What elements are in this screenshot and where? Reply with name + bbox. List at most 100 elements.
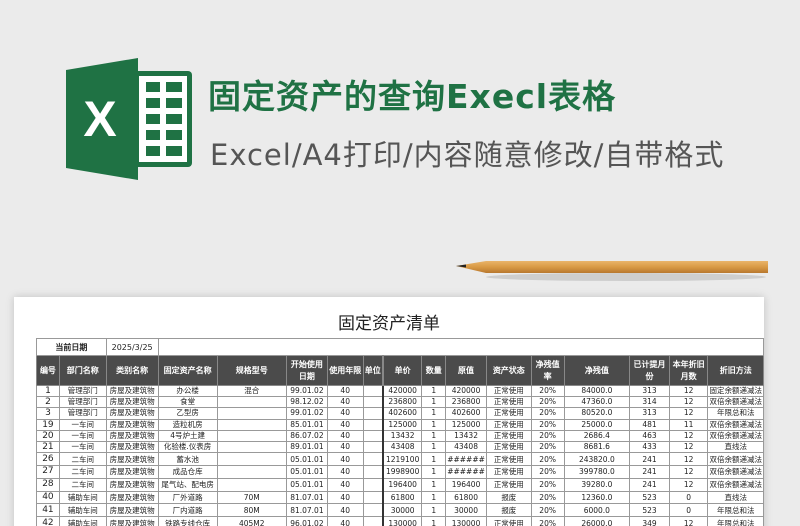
table-cell[interactable]: 3 — [36, 407, 60, 420]
table-cell[interactable]: 房屋及建筑物 — [105, 477, 159, 492]
table-cell[interactable] — [362, 464, 384, 479]
table-cell[interactable]: 523 — [629, 490, 670, 505]
table-cell[interactable]: 报废 — [485, 503, 532, 518]
table-cell[interactable]: 12 — [668, 396, 709, 409]
table-cell[interactable]: 125000 — [445, 418, 487, 431]
table-cell[interactable]: 正常使用 — [485, 384, 532, 398]
table-cell[interactable]: 1 — [421, 490, 447, 505]
table-cell[interactable] — [216, 452, 287, 466]
table-cell[interactable]: 1219100 — [381, 452, 423, 466]
table-cell[interactable] — [362, 452, 384, 466]
table-cell[interactable]: 双倍余额递减法 — [707, 429, 764, 442]
table-cell[interactable]: 313 — [629, 407, 670, 420]
table-cell[interactable]: 47360.0 — [563, 396, 631, 409]
table-cell[interactable]: 2686.4 — [563, 429, 631, 442]
table-cell[interactable]: 成品仓库 — [157, 464, 218, 479]
table-cell[interactable]: 食堂 — [157, 396, 218, 409]
table-cell[interactable]: 双倍余额递减法 — [707, 464, 764, 479]
table-cell[interactable]: 1 — [421, 452, 447, 466]
table-cell[interactable]: 直线法 — [707, 490, 764, 505]
table-cell[interactable]: 21 — [36, 440, 60, 454]
table-cell[interactable]: 20% — [530, 407, 565, 420]
table-cell[interactable]: 8681.6 — [563, 440, 631, 454]
table-cell[interactable]: 86.07.02 — [285, 429, 328, 442]
table-cell[interactable]: 房屋及建筑物 — [105, 503, 159, 518]
table-cell[interactable]: 84000.0 — [563, 384, 631, 398]
table-cell[interactable]: 81.07.01 — [285, 490, 328, 505]
table-cell[interactable]: 6000.0 — [563, 503, 631, 518]
table-cell[interactable]: 20% — [530, 418, 565, 431]
table-cell[interactable]: 化验楼.仪表房 — [157, 440, 218, 454]
table-cell[interactable]: 61800 — [381, 490, 423, 505]
table-cell[interactable]: 4号炉土建 — [157, 429, 218, 442]
table-cell[interactable]: 双倍余额递减法 — [707, 477, 764, 492]
table-cell[interactable]: 13432 — [445, 429, 487, 442]
table-cell[interactable]: 43408 — [381, 440, 423, 454]
table-cell[interactable]: 19 — [36, 418, 60, 431]
table-cell[interactable]: 40 — [326, 429, 364, 442]
table-cell[interactable]: 固定余额递减法 — [707, 384, 764, 398]
table-cell[interactable]: 12 — [668, 440, 709, 454]
table-cell[interactable] — [216, 429, 287, 442]
table-cell[interactable]: 433 — [629, 440, 670, 454]
table-cell[interactable]: 年限总和法 — [707, 407, 764, 420]
table-cell[interactable]: 40 — [326, 477, 364, 492]
table-cell[interactable]: 196400 — [445, 477, 487, 492]
table-cell[interactable]: 13432 — [381, 429, 423, 442]
table-cell[interactable] — [216, 440, 287, 454]
table-cell[interactable]: 399780.0 — [563, 464, 631, 479]
table-cell[interactable]: 243820.0 — [563, 452, 631, 466]
column-header[interactable]: 资产状态 — [485, 355, 532, 386]
table-cell[interactable]: 正常使用 — [485, 516, 532, 526]
table-cell[interactable]: 1 — [421, 407, 447, 420]
table-cell[interactable]: 05.01.01 — [285, 464, 328, 479]
table-cell[interactable]: 70M — [216, 490, 287, 505]
table-cell[interactable]: 二车间 — [58, 464, 107, 479]
table-cell[interactable]: 报废 — [485, 490, 532, 505]
table-cell[interactable]: 85.01.01 — [285, 418, 328, 431]
table-cell[interactable]: 二车间 — [58, 452, 107, 466]
table-cell[interactable]: 402600 — [381, 407, 423, 420]
table-cell[interactable]: 1 — [36, 384, 60, 398]
table-cell[interactable]: 房屋及建筑物 — [105, 516, 159, 526]
table-cell[interactable]: 39280.0 — [563, 477, 631, 492]
table-cell[interactable]: 196400 — [381, 477, 423, 492]
table-cell[interactable]: 40 — [326, 490, 364, 505]
table-cell[interactable]: 1 — [421, 429, 447, 442]
table-cell[interactable]: 蓄水池 — [157, 452, 218, 466]
table-cell[interactable]: 正常使用 — [485, 429, 532, 442]
table-cell[interactable]: 1 — [421, 464, 447, 479]
table-cell[interactable]: 99.01.02 — [285, 407, 328, 420]
table-cell[interactable] — [362, 429, 384, 442]
table-cell[interactable]: 管理部门 — [58, 396, 107, 409]
column-header[interactable]: 净残值 — [563, 355, 631, 386]
column-header[interactable]: 折旧方法 — [707, 355, 764, 386]
table-cell[interactable]: 20% — [530, 452, 565, 466]
table-cell[interactable]: ###### — [445, 452, 487, 466]
table-cell[interactable]: 25000.0 — [563, 418, 631, 431]
table-cell[interactable]: 12 — [668, 464, 709, 479]
table-cell[interactable]: 20% — [530, 429, 565, 442]
table-cell[interactable]: 20% — [530, 503, 565, 518]
table-cell[interactable]: 42 — [36, 516, 60, 526]
table-cell[interactable]: 1 — [421, 503, 447, 518]
table-cell[interactable]: 236800 — [381, 396, 423, 409]
column-header[interactable]: 数量 — [421, 355, 447, 386]
table-cell[interactable] — [362, 440, 384, 454]
table-cell[interactable]: 28 — [36, 477, 60, 492]
table-cell[interactable]: 双倍余额递减法 — [707, 396, 764, 409]
column-header[interactable]: 编号 — [36, 355, 60, 386]
table-cell[interactable]: 正常使用 — [485, 407, 532, 420]
table-cell[interactable]: 0 — [668, 490, 709, 505]
table-cell[interactable]: 房屋及建筑物 — [105, 384, 159, 398]
table-cell[interactable]: 房屋及建筑物 — [105, 396, 159, 409]
column-header[interactable]: 已计提月份 — [629, 355, 670, 386]
table-cell[interactable]: 40 — [326, 407, 364, 420]
table-cell[interactable]: 正常使用 — [485, 418, 532, 431]
table-cell[interactable] — [362, 503, 384, 518]
table-cell[interactable]: 40 — [326, 516, 364, 526]
table-cell[interactable]: 尾气站、配电房 — [157, 477, 218, 492]
table-cell[interactable]: 26 — [36, 452, 60, 466]
table-cell[interactable]: 12 — [668, 407, 709, 420]
table-cell[interactable]: 241 — [629, 477, 670, 492]
